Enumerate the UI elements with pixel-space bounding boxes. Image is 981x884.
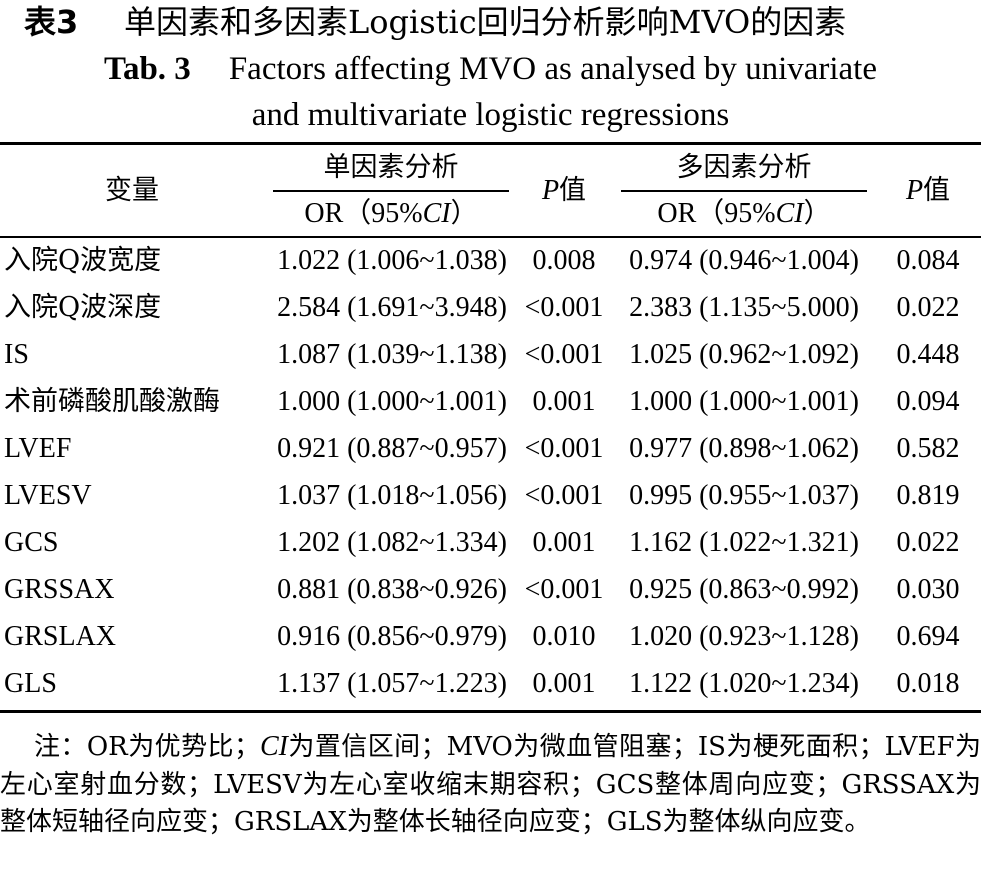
row-uni-p: <0.001 [524,480,604,511]
row-multi-p: 0.022 [896,292,960,323]
header-multi-or: OR（95%CI） [621,197,867,231]
row-multi-or: 1.025 (0.962~1.092) [629,339,859,370]
row-multi-or: 0.995 (0.955~1.037) [629,480,859,511]
header-uni-or-prefix: OR（95% [304,198,423,229]
row-multi-p: 0.694 [896,621,960,652]
row-variable: 术前磷酸肌酸激酶 [4,386,220,417]
row-multi-or: 2.383 (1.135~5.000) [629,292,859,323]
row-uni-or: 1.022 (1.006~1.038) [277,245,507,276]
header-univariate: 单因素分析 [273,151,509,185]
row-variable: GRSLAX [4,621,117,652]
row-variable: LVESV [4,480,92,511]
caption-chinese: 表3 单因素和多因素Logistic回归分析影响MVO的因素 [0,2,981,42]
row-uni-or: 1.087 (1.039~1.138) [277,339,507,370]
header-variable: 变量 [4,174,260,208]
table-title-en-line2: and multivariate logistic regressions [251,97,730,133]
row-uni-p: <0.001 [524,433,604,464]
row-multi-or: 1.000 (1.000~1.001) [629,386,859,417]
header-uni-ci: CI [422,198,451,229]
row-variable: LVEF [4,433,72,464]
row-uni-p: <0.001 [524,339,604,370]
row-uni-p: <0.001 [524,574,604,605]
row-multi-or: 0.925 (0.863~0.992) [629,574,859,605]
table-title-cn: 单因素和多因素Logistic回归分析影响MVO的因素 [124,3,847,41]
row-multi-or: 1.122 (1.020~1.234) [629,668,859,699]
caption-english-line1: Tab. 3 Factors affecting MVO as analysed … [0,48,981,90]
header-multi-p-suffix: 值 [923,175,951,206]
header-multi-ci: CI [775,198,804,229]
header-multivariate: 多因素分析 [621,151,867,185]
header-multivariate-label: 多因素分析 [676,152,812,183]
header-variable-label: 变量 [105,175,159,206]
row-multi-p: 0.448 [896,339,960,370]
row-variable: GLS [4,668,57,699]
row-uni-or: 1.000 (1.000~1.001) [277,386,507,417]
header-uni-p: P值 [516,174,612,208]
row-multi-p: 0.094 [896,386,960,417]
row-variable: GRSSAX [4,574,115,605]
row-uni-or: 0.916 (0.856~0.979) [277,621,507,652]
header-uni-or: OR（95%CI） [273,197,509,231]
header-multi-or-suffix: ） [803,198,831,229]
row-multi-or: 1.020 (0.923~1.128) [629,621,859,652]
header-rule [0,236,981,238]
row-variable: 入院Q波宽度 [4,245,162,276]
row-uni-p: 0.008 [532,245,596,276]
row-multi-p: 0.819 [896,480,960,511]
row-uni-or: 0.921 (0.887~0.957) [277,433,507,464]
row-uni-p: 0.010 [532,621,596,652]
row-multi-p: 0.022 [896,527,960,558]
row-multi-or: 1.162 (1.022~1.321) [629,527,859,558]
univariate-underline [273,190,509,192]
row-variable: 入院Q波深度 [4,292,162,323]
top-rule [0,142,981,145]
header-multi-p: P值 [880,174,976,208]
note-prefix: 注：OR为优势比； [34,732,260,762]
row-uni-or: 1.137 (1.057~1.223) [277,668,507,699]
row-variable: IS [4,339,29,370]
row-multi-or: 0.977 (0.898~1.062) [629,433,859,464]
row-multi-p: 0.582 [896,433,960,464]
table-label-cn: 表3 [24,3,79,41]
note-ci: CI [259,731,288,762]
row-uni-p: 0.001 [532,668,596,699]
header-multi-or-prefix: OR（95% [657,198,776,229]
header-univariate-label: 单因素分析 [323,152,459,183]
row-uni-p: 0.001 [532,386,596,417]
row-uni-or: 1.037 (1.018~1.056) [277,480,507,511]
header-uni-p-suffix: 值 [559,175,587,206]
bottom-rule [0,710,981,713]
row-multi-p: 0.018 [896,668,960,699]
row-uni-or: 1.202 (1.082~1.334) [277,527,507,558]
row-uni-p: 0.001 [532,527,596,558]
header-multi-p-italic: P [905,175,924,206]
row-variable: GCS [4,527,59,558]
header-uni-or-suffix: ） [450,198,478,229]
row-uni-or: 2.584 (1.691~3.948) [277,292,507,323]
note-rest: 为置信区间；MVO为微血管阻塞；IS为梗死面积；LVEF为左心室射血分数；LVE… [0,732,981,837]
header-uni-p-italic: P [541,175,560,206]
table-label-en: Tab. 3 [103,51,191,87]
multivariate-underline [621,190,867,192]
row-uni-or: 0.881 (0.838~0.926) [277,574,507,605]
row-uni-p: <0.001 [524,292,604,323]
row-multi-p: 0.030 [896,574,960,605]
table-note: 注：OR为优势比；CI为置信区间；MVO为微血管阻塞；IS为梗死面积；LVEF为… [0,728,981,842]
table-title-en-line1: Factors affecting MVO as analysed by uni… [228,51,878,87]
row-multi-p: 0.084 [896,245,960,276]
caption-english-line2: and multivariate logistic regressions [0,94,981,136]
row-multi-or: 0.974 (0.946~1.004) [629,245,859,276]
